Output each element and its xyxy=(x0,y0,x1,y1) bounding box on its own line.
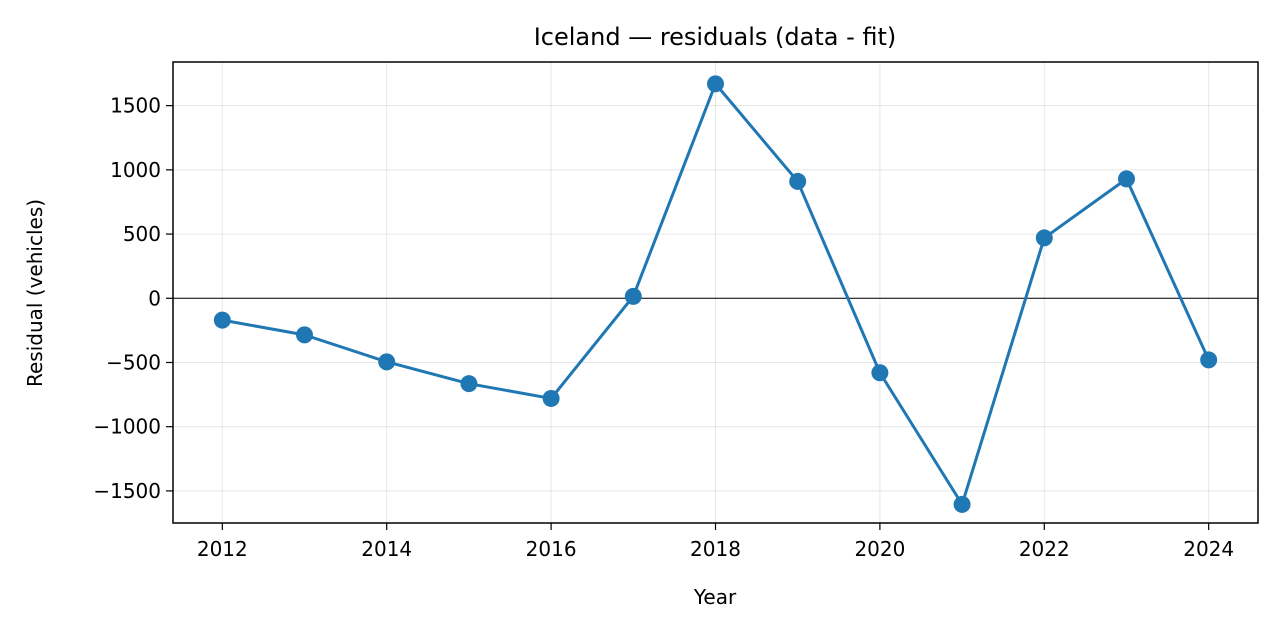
data-point xyxy=(1200,351,1218,369)
y-tick-label: −1500 xyxy=(93,479,161,503)
data-point xyxy=(460,375,478,393)
x-axis-label: Year xyxy=(693,585,737,609)
y-tick-label: 1500 xyxy=(110,94,161,118)
y-tick-label: −1000 xyxy=(93,415,161,439)
data-point xyxy=(542,389,560,407)
data-point xyxy=(871,364,889,382)
x-tick-label: 2020 xyxy=(854,537,905,561)
data-point xyxy=(953,495,971,513)
x-tick-label: 2024 xyxy=(1183,537,1234,561)
y-tick-label: 0 xyxy=(148,286,161,310)
y-axis-label: Residual (vehicles) xyxy=(23,199,47,387)
data-point xyxy=(378,353,396,371)
series-layer xyxy=(213,75,1218,513)
data-point xyxy=(789,172,807,190)
data-point xyxy=(1117,170,1135,188)
data-point xyxy=(624,287,642,305)
y-tick-label: 500 xyxy=(123,222,161,246)
x-tick-label: 2016 xyxy=(526,537,577,561)
x-axis-ticks: 2012 2014 2016 2018 2020 2022 2024 xyxy=(197,523,1234,561)
x-tick-label: 2012 xyxy=(197,537,248,561)
data-point xyxy=(1035,229,1053,247)
data-point xyxy=(296,326,314,344)
data-point xyxy=(213,311,231,329)
x-tick-label: 2022 xyxy=(1019,537,1070,561)
y-axis-ticks: −1500 −1000 −500 0 500 1000 1500 xyxy=(93,94,173,503)
data-point xyxy=(707,75,724,93)
y-tick-label: 1000 xyxy=(110,158,161,182)
y-tick-label: −500 xyxy=(106,350,161,374)
x-tick-label: 2018 xyxy=(690,537,741,561)
x-tick-label: 2014 xyxy=(361,537,412,561)
chart-title: Iceland — residuals (data - fit) xyxy=(534,23,897,51)
